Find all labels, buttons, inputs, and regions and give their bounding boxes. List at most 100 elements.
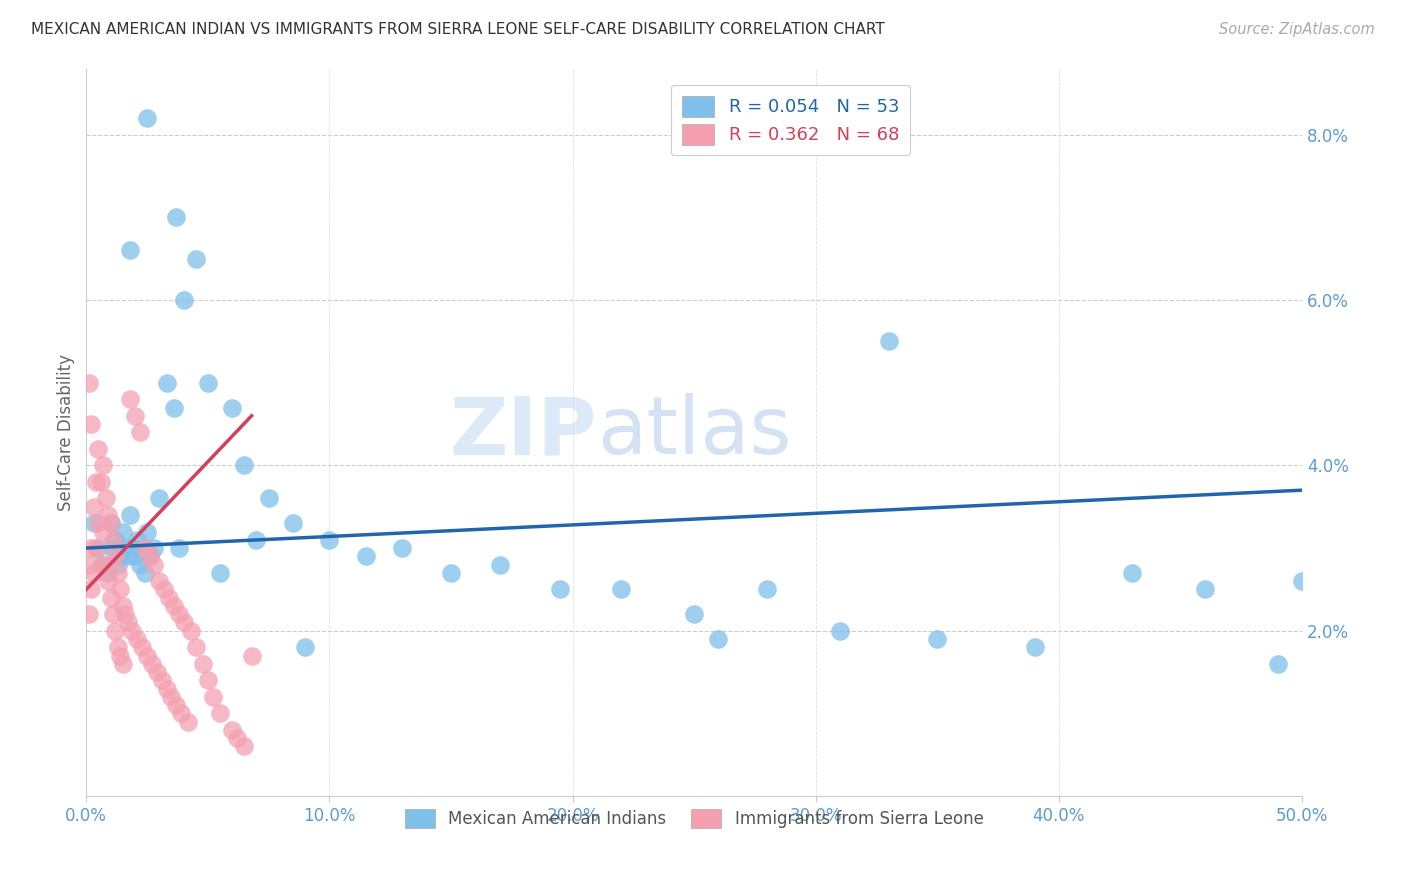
Point bbox=[391, 541, 413, 555]
Point bbox=[97, 574, 120, 588]
Point bbox=[828, 624, 851, 638]
Point bbox=[160, 690, 183, 704]
Point bbox=[281, 516, 304, 531]
Point bbox=[128, 425, 150, 440]
Point bbox=[167, 541, 190, 555]
Point bbox=[294, 640, 316, 655]
Point bbox=[91, 524, 114, 539]
Point bbox=[148, 574, 170, 588]
Point bbox=[114, 541, 136, 555]
Point bbox=[94, 558, 117, 572]
Point bbox=[180, 624, 202, 638]
Point bbox=[1267, 657, 1289, 671]
Point bbox=[84, 541, 107, 555]
Point bbox=[927, 632, 949, 646]
Point bbox=[100, 516, 122, 531]
Point bbox=[184, 640, 207, 655]
Point bbox=[221, 723, 243, 737]
Point bbox=[121, 541, 143, 555]
Point bbox=[80, 541, 103, 555]
Point bbox=[173, 615, 195, 630]
Point bbox=[77, 558, 100, 572]
Point bbox=[165, 698, 187, 713]
Point bbox=[121, 624, 143, 638]
Point bbox=[120, 244, 142, 258]
Point bbox=[1121, 566, 1143, 580]
Point bbox=[707, 632, 730, 646]
Point bbox=[550, 582, 572, 597]
Point bbox=[110, 582, 132, 597]
Point bbox=[153, 582, 176, 597]
Point bbox=[134, 541, 156, 555]
Point bbox=[90, 558, 112, 572]
Text: atlas: atlas bbox=[598, 393, 792, 471]
Point bbox=[127, 533, 149, 547]
Point bbox=[233, 739, 256, 754]
Point bbox=[245, 533, 267, 547]
Point bbox=[197, 376, 219, 390]
Point bbox=[104, 624, 127, 638]
Point bbox=[128, 558, 150, 572]
Point bbox=[94, 491, 117, 506]
Point bbox=[201, 690, 224, 704]
Point bbox=[87, 442, 110, 456]
Point bbox=[101, 607, 124, 622]
Point bbox=[90, 475, 112, 489]
Point bbox=[1024, 640, 1046, 655]
Point bbox=[177, 714, 200, 729]
Point bbox=[107, 566, 129, 580]
Point bbox=[141, 657, 163, 671]
Point bbox=[146, 665, 169, 679]
Point bbox=[1194, 582, 1216, 597]
Point bbox=[221, 401, 243, 415]
Point bbox=[80, 582, 103, 597]
Point bbox=[143, 558, 166, 572]
Point bbox=[756, 582, 779, 597]
Point bbox=[104, 549, 127, 564]
Point bbox=[87, 541, 110, 555]
Point bbox=[163, 401, 186, 415]
Y-axis label: Self-Care Disability: Self-Care Disability bbox=[58, 354, 75, 511]
Point bbox=[77, 376, 100, 390]
Point bbox=[117, 549, 139, 564]
Point bbox=[191, 657, 214, 671]
Text: ZIP: ZIP bbox=[450, 393, 598, 471]
Legend: Mexican American Indians, Immigrants from Sierra Leone: Mexican American Indians, Immigrants fro… bbox=[398, 803, 990, 835]
Point bbox=[155, 376, 177, 390]
Point bbox=[77, 607, 100, 622]
Point bbox=[136, 111, 159, 125]
Point bbox=[124, 549, 146, 564]
Text: Source: ZipAtlas.com: Source: ZipAtlas.com bbox=[1219, 22, 1375, 37]
Point bbox=[148, 491, 170, 506]
Point bbox=[184, 252, 207, 266]
Point bbox=[138, 549, 160, 564]
Point bbox=[110, 648, 132, 663]
Point bbox=[1291, 574, 1313, 588]
Point bbox=[226, 731, 249, 746]
Point bbox=[101, 541, 124, 555]
Point bbox=[233, 458, 256, 473]
Point bbox=[120, 508, 142, 522]
Point bbox=[114, 607, 136, 622]
Point bbox=[111, 599, 134, 613]
Point bbox=[136, 648, 159, 663]
Point bbox=[124, 409, 146, 423]
Point bbox=[167, 607, 190, 622]
Point bbox=[101, 533, 124, 547]
Point bbox=[150, 673, 173, 688]
Point bbox=[440, 566, 463, 580]
Point bbox=[83, 566, 105, 580]
Point bbox=[97, 566, 120, 580]
Point bbox=[877, 334, 900, 349]
Point bbox=[100, 516, 122, 531]
Point bbox=[83, 500, 105, 514]
Point bbox=[111, 524, 134, 539]
Point bbox=[257, 491, 280, 506]
Point bbox=[208, 706, 231, 721]
Point bbox=[318, 533, 340, 547]
Point bbox=[165, 211, 187, 225]
Point bbox=[488, 558, 510, 572]
Point bbox=[173, 293, 195, 307]
Point bbox=[100, 591, 122, 605]
Point bbox=[240, 648, 263, 663]
